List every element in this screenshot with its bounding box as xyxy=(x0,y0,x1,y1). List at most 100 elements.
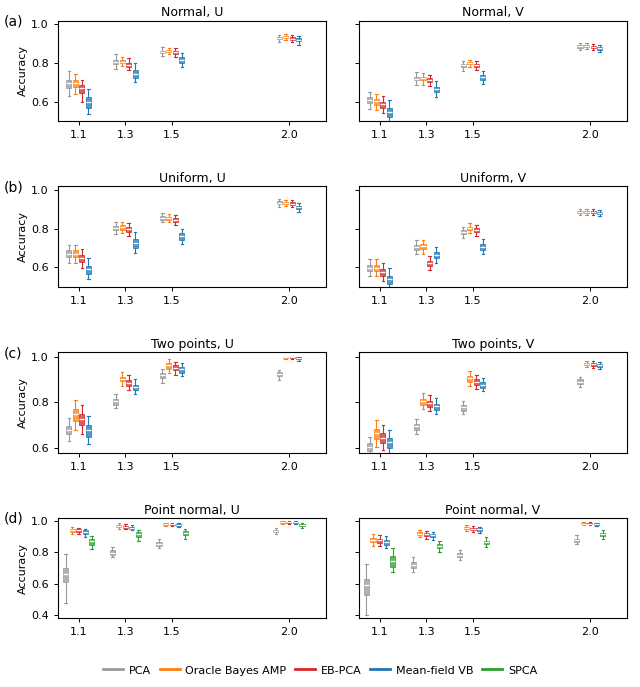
Text: (d): (d) xyxy=(4,512,24,526)
PathPatch shape xyxy=(461,64,466,67)
PathPatch shape xyxy=(480,75,485,80)
PathPatch shape xyxy=(420,398,426,405)
PathPatch shape xyxy=(70,528,75,532)
PathPatch shape xyxy=(286,521,291,523)
PathPatch shape xyxy=(377,539,382,543)
Title: Two points, V: Two points, V xyxy=(452,338,534,351)
PathPatch shape xyxy=(179,234,184,240)
Y-axis label: Accuracy: Accuracy xyxy=(18,211,28,262)
PathPatch shape xyxy=(179,367,184,372)
PathPatch shape xyxy=(73,251,78,257)
PathPatch shape xyxy=(276,372,282,376)
PathPatch shape xyxy=(430,534,435,537)
PathPatch shape xyxy=(480,382,485,387)
PathPatch shape xyxy=(113,399,118,405)
PathPatch shape xyxy=(276,201,282,204)
Y-axis label: Accuracy: Accuracy xyxy=(18,543,28,594)
PathPatch shape xyxy=(477,528,482,531)
PathPatch shape xyxy=(577,45,582,47)
PathPatch shape xyxy=(577,211,582,213)
PathPatch shape xyxy=(300,524,305,526)
PathPatch shape xyxy=(289,203,295,205)
PathPatch shape xyxy=(83,530,88,534)
PathPatch shape xyxy=(173,218,178,222)
PathPatch shape xyxy=(123,526,128,528)
PathPatch shape xyxy=(166,363,172,368)
PathPatch shape xyxy=(289,37,295,40)
PathPatch shape xyxy=(176,524,181,526)
PathPatch shape xyxy=(160,373,165,379)
PathPatch shape xyxy=(63,568,68,582)
PathPatch shape xyxy=(420,245,426,249)
PathPatch shape xyxy=(600,533,605,536)
PathPatch shape xyxy=(113,60,118,64)
PathPatch shape xyxy=(283,357,288,358)
PathPatch shape xyxy=(126,381,131,386)
PathPatch shape xyxy=(483,541,489,544)
PathPatch shape xyxy=(433,404,438,409)
PathPatch shape xyxy=(120,225,125,230)
PathPatch shape xyxy=(591,363,596,365)
PathPatch shape xyxy=(464,527,469,529)
PathPatch shape xyxy=(79,85,84,93)
Title: Two points, U: Two points, U xyxy=(150,338,234,351)
PathPatch shape xyxy=(120,376,125,381)
PathPatch shape xyxy=(414,77,419,80)
PathPatch shape xyxy=(427,401,432,407)
PathPatch shape xyxy=(126,227,131,232)
PathPatch shape xyxy=(597,47,602,49)
PathPatch shape xyxy=(594,523,599,525)
PathPatch shape xyxy=(173,51,178,54)
PathPatch shape xyxy=(109,550,115,555)
PathPatch shape xyxy=(474,379,479,385)
PathPatch shape xyxy=(296,38,301,41)
PathPatch shape xyxy=(136,532,141,537)
PathPatch shape xyxy=(67,426,72,434)
PathPatch shape xyxy=(166,216,172,220)
PathPatch shape xyxy=(113,226,118,230)
PathPatch shape xyxy=(480,245,485,250)
PathPatch shape xyxy=(584,45,589,47)
PathPatch shape xyxy=(166,49,172,52)
PathPatch shape xyxy=(116,525,122,527)
PathPatch shape xyxy=(433,252,438,258)
PathPatch shape xyxy=(577,379,582,384)
PathPatch shape xyxy=(597,364,602,367)
PathPatch shape xyxy=(156,542,161,545)
PathPatch shape xyxy=(436,544,442,548)
PathPatch shape xyxy=(296,205,301,209)
PathPatch shape xyxy=(129,527,134,528)
PathPatch shape xyxy=(170,523,175,526)
PathPatch shape xyxy=(132,238,138,248)
PathPatch shape xyxy=(367,443,372,451)
PathPatch shape xyxy=(414,245,419,249)
Legend: PCA, Oracle Bayes AMP, EB-PCA, Mean-field VB, SPCA: PCA, Oracle Bayes AMP, EB-PCA, Mean-fiel… xyxy=(99,660,541,680)
PathPatch shape xyxy=(280,521,285,523)
Text: (b): (b) xyxy=(4,180,24,194)
PathPatch shape xyxy=(584,211,589,213)
PathPatch shape xyxy=(380,433,385,443)
Text: (a): (a) xyxy=(4,14,24,29)
PathPatch shape xyxy=(293,521,298,523)
PathPatch shape xyxy=(120,60,125,63)
PathPatch shape xyxy=(296,357,301,359)
PathPatch shape xyxy=(289,357,295,358)
PathPatch shape xyxy=(574,539,579,542)
PathPatch shape xyxy=(73,409,78,420)
PathPatch shape xyxy=(67,80,72,88)
PathPatch shape xyxy=(417,532,422,535)
PathPatch shape xyxy=(79,255,84,262)
PathPatch shape xyxy=(383,540,388,545)
PathPatch shape xyxy=(374,99,379,104)
PathPatch shape xyxy=(273,530,278,532)
PathPatch shape xyxy=(86,266,91,274)
PathPatch shape xyxy=(73,80,78,87)
PathPatch shape xyxy=(414,424,419,430)
PathPatch shape xyxy=(467,62,472,65)
PathPatch shape xyxy=(474,64,479,67)
PathPatch shape xyxy=(390,556,396,567)
PathPatch shape xyxy=(387,108,392,117)
PathPatch shape xyxy=(470,528,476,530)
Text: (c): (c) xyxy=(4,346,22,360)
PathPatch shape xyxy=(461,405,466,411)
